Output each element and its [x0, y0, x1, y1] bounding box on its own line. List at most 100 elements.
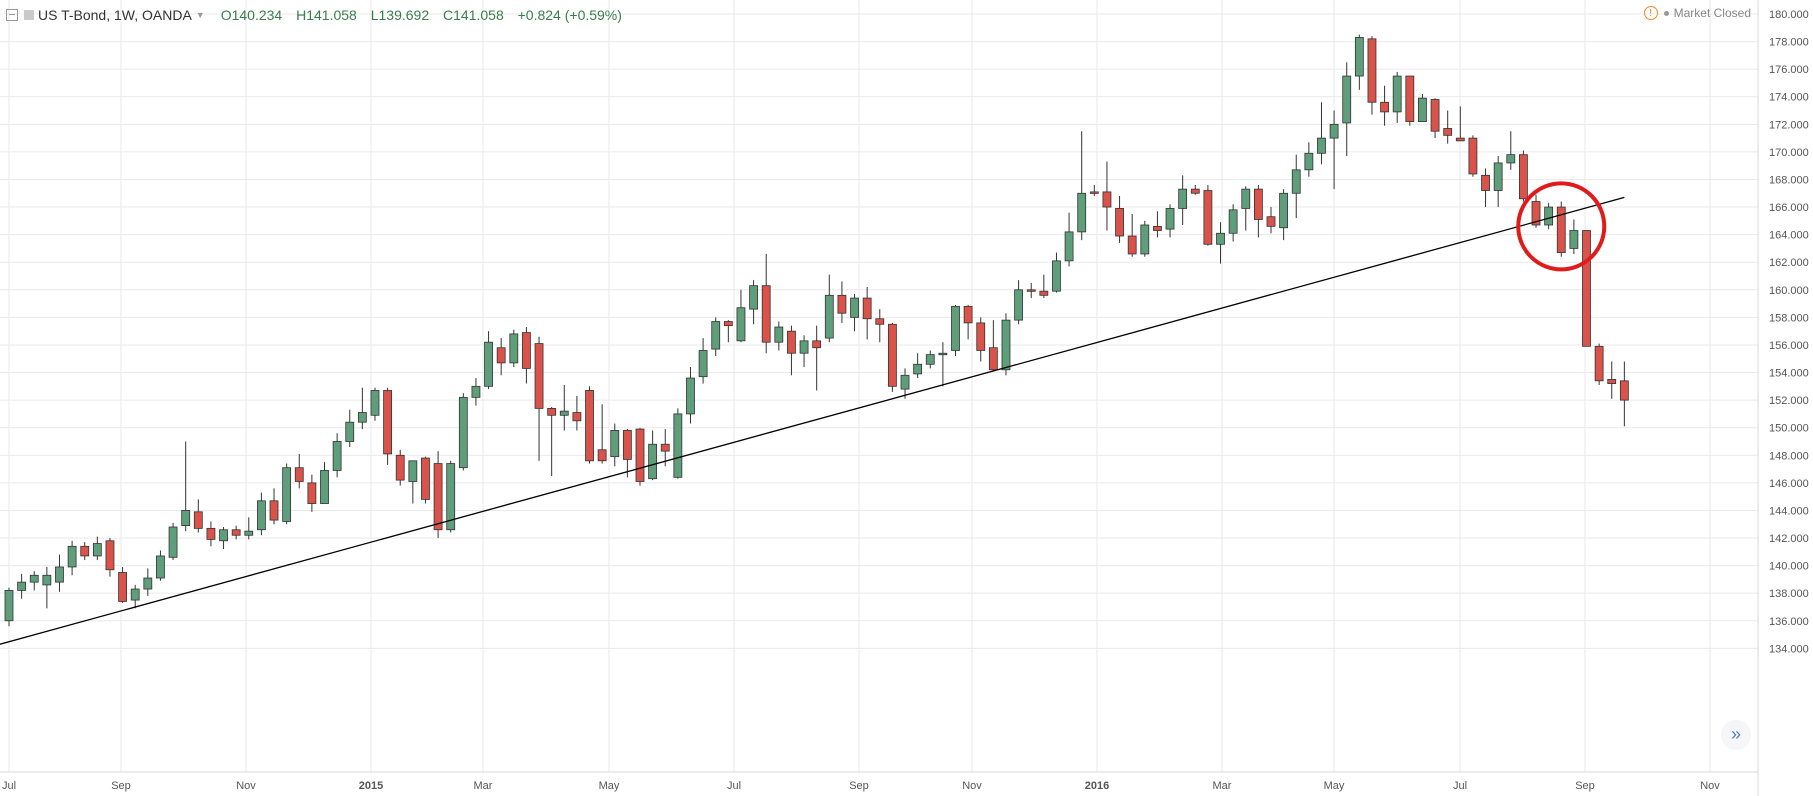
candle-body	[1216, 232, 1225, 245]
candle-body	[736, 307, 746, 342]
candle-body	[67, 545, 77, 568]
candle-body	[1329, 123, 1339, 139]
candle-body	[925, 354, 935, 365]
candle-body	[29, 574, 39, 583]
candle-body	[484, 341, 493, 387]
x-tick-label: May	[1324, 780, 1345, 792]
x-tick-label: Nov	[236, 780, 256, 792]
candle-body	[1418, 97, 1427, 122]
candle-body	[988, 347, 998, 371]
candle-body	[345, 421, 355, 442]
candle-body	[1241, 188, 1251, 209]
y-tick-label: 178.000	[1769, 37, 1809, 49]
candle-body	[1115, 208, 1124, 237]
trend-line	[0, 196, 1625, 645]
y-tick-label: 154.000	[1769, 368, 1809, 380]
double-chevron-right-icon: »	[1730, 724, 1741, 744]
candle-body	[1619, 380, 1629, 401]
candle-body	[862, 297, 872, 320]
y-tick-label: 172.000	[1769, 119, 1809, 131]
y-tick-label: 142.000	[1769, 533, 1809, 545]
x-tick-label: May	[599, 780, 620, 792]
candle-body	[383, 390, 393, 455]
candle-body	[698, 350, 708, 378]
scroll-to-realtime-button[interactable]: »	[1721, 720, 1751, 750]
status-dot-icon	[1663, 10, 1669, 16]
y-tick-label: 158.000	[1769, 312, 1809, 324]
candle-body	[534, 343, 544, 409]
y-tick-label: 138.000	[1769, 588, 1809, 600]
candle-body	[1266, 216, 1276, 227]
candle-body	[1443, 128, 1453, 136]
candle-body	[951, 305, 960, 351]
y-tick-label: 164.000	[1769, 230, 1809, 242]
candle-body	[193, 511, 203, 529]
candle-body	[522, 332, 531, 369]
candle-body	[105, 540, 115, 571]
y-tick-label: 152.000	[1769, 395, 1809, 407]
candle-body	[408, 460, 418, 482]
candle-body	[1190, 188, 1200, 194]
candle-body	[938, 352, 948, 356]
warning-icon[interactable]: !	[1643, 6, 1658, 20]
candle-body	[1001, 319, 1011, 371]
y-tick-label: 148.000	[1769, 450, 1809, 462]
y-tick-label: 150.000	[1769, 423, 1809, 435]
y-tick-label: 140.000	[1769, 561, 1809, 573]
candle-body	[1506, 154, 1516, 164]
low-value: L139.692	[370, 7, 430, 23]
collapse-icon[interactable]	[6, 9, 18, 21]
candle-body	[900, 374, 910, 390]
x-tick-label: Nov	[1700, 780, 1720, 792]
high-value: H141.058	[296, 7, 357, 23]
flag-icon	[24, 10, 34, 20]
candle-body	[320, 470, 329, 504]
candle-body	[723, 321, 733, 327]
x-tick-label: Jul	[2, 780, 16, 792]
candle-body	[446, 463, 456, 531]
candle-body	[1279, 192, 1289, 229]
candle-body	[1582, 230, 1591, 347]
candle-body	[1026, 289, 1036, 292]
candle-body	[1127, 235, 1137, 255]
candle-body	[774, 326, 784, 343]
candle-body	[660, 443, 670, 452]
candle-body	[80, 545, 90, 557]
candle-body	[458, 396, 468, 469]
market-status: ! Market Closed	[1643, 6, 1751, 20]
y-tick-label: 170.000	[1769, 147, 1809, 159]
candle-body	[395, 454, 405, 481]
x-tick-label: Mar	[1213, 780, 1232, 792]
candle-body	[1089, 191, 1099, 194]
x-tick-label: Jul	[1453, 780, 1467, 792]
candle-body	[1253, 188, 1263, 220]
candle-body	[1544, 206, 1554, 226]
candle-body	[1392, 75, 1402, 113]
candle-body	[118, 572, 127, 602]
candle-body	[1556, 206, 1566, 253]
candle-body	[42, 574, 52, 586]
chart-header: US T-Bond, 1W, OANDA ▼ O140.234 H141.058…	[0, 0, 622, 30]
chevron-down-icon[interactable]: ▼	[195, 10, 205, 20]
candle-body	[1380, 101, 1389, 113]
candle-body	[913, 363, 923, 375]
candle-body	[143, 577, 153, 590]
candle-body	[1291, 169, 1301, 194]
candle-body	[850, 297, 859, 318]
candle-body	[1594, 345, 1604, 382]
candle-body	[1354, 37, 1364, 77]
market-status-label: Market Closed	[1673, 6, 1751, 20]
candle-body	[168, 526, 178, 558]
symbol-title[interactable]: US T-Bond, 1W, OANDA	[38, 7, 192, 23]
y-tick-label: 146.000	[1769, 478, 1809, 490]
candle-body	[1367, 38, 1377, 103]
candle-body	[357, 412, 367, 423]
candle-body	[206, 527, 216, 540]
candle-body	[875, 318, 885, 325]
candle-body	[92, 543, 102, 557]
x-tick-label: Sep	[111, 780, 131, 792]
candle-body	[1228, 209, 1238, 234]
candle-body	[547, 407, 557, 416]
